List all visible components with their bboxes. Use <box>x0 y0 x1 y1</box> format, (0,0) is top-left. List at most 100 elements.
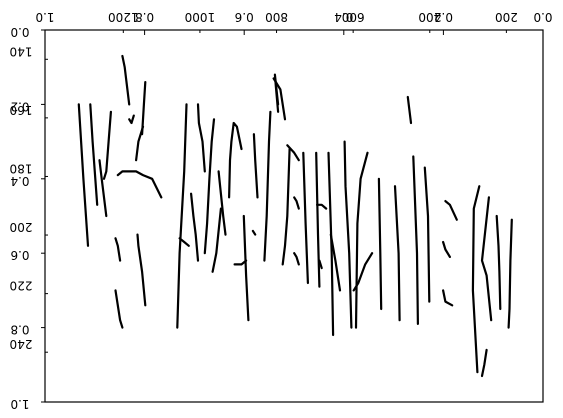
x-tick-label-primary-text: 0.4 <box>334 10 353 24</box>
series-line-22 <box>286 144 300 162</box>
series-line-12 <box>377 177 383 311</box>
x-tick-label-primary-text: 0.8 <box>135 10 154 24</box>
series-line-20 <box>315 151 321 288</box>
series-line-13 <box>354 151 369 329</box>
series-line-19 <box>316 203 328 210</box>
series-line-48 <box>102 110 112 180</box>
x-tick-label-secondary: 1000 <box>185 10 216 24</box>
y-tick-label-secondary-text: 140 <box>10 44 33 58</box>
series-line-27 <box>272 77 287 121</box>
y-tick-label-secondary-text: 220 <box>10 279 33 293</box>
plot-frame <box>44 29 544 403</box>
series-line-52 <box>136 233 147 307</box>
series-line-36 <box>203 118 216 255</box>
series-line-40 <box>176 103 188 329</box>
x-tick-label-primary-text: 0.2 <box>434 10 453 24</box>
series-line-15 <box>343 140 353 329</box>
y-tick-label-primary: 0.8 <box>10 323 29 337</box>
series-line-29 <box>252 133 259 199</box>
series-line-10 <box>406 95 413 125</box>
x-tick-label-secondary-text: 200 <box>495 10 518 24</box>
series-lines <box>77 54 513 378</box>
series-line-47 <box>114 289 124 329</box>
x-tick-label-secondary: 1200 <box>108 10 139 24</box>
x-tick-label-primary: 0.8 <box>135 10 154 24</box>
x-tick-label-primary: 0.2 <box>434 10 453 24</box>
x-tick-label-primary: 0.0 <box>533 10 552 24</box>
series-line-11 <box>393 185 401 322</box>
series-line-7 <box>442 289 454 307</box>
x-tick-label-primary-text: 0.0 <box>533 10 552 24</box>
series-line-25 <box>281 147 291 266</box>
series-line-50 <box>89 103 99 206</box>
x-tick-label-secondary-text: 1000 <box>185 10 216 24</box>
x-tick-label-secondary-text: 1200 <box>108 10 139 24</box>
x-tick-label-primary: 0.6 <box>235 10 254 24</box>
y-tick-label-primary-text: 0.8 <box>10 323 29 337</box>
series-line-17 <box>327 151 335 337</box>
series-line-33 <box>228 121 243 199</box>
series-line-41 <box>116 170 163 199</box>
series-line-9 <box>412 155 419 325</box>
series-line-0 <box>507 218 513 329</box>
series-line-5 <box>444 200 458 221</box>
series-line-28 <box>263 110 272 262</box>
series-line-4 <box>471 185 481 374</box>
series-line-23 <box>293 196 300 210</box>
series-line-14 <box>352 252 374 292</box>
series-line-45 <box>121 54 131 106</box>
y-tick-label-secondary-text: 200 <box>10 220 33 234</box>
series-line-24 <box>293 252 300 266</box>
x-tick-label-secondary: 600 <box>342 10 365 24</box>
series-line-35 <box>211 207 222 273</box>
y-tick-label-primary: 0.4 <box>10 174 29 188</box>
x-tick-label-primary-text: 0.6 <box>235 10 254 24</box>
series-line-44 <box>128 114 135 125</box>
x-tick-label-secondary-text: 400 <box>418 10 441 24</box>
y-tick-label-secondary-text: 240 <box>10 337 33 351</box>
axis-tick-labels: 0.00.20.40.60.81.00.00.20.40.60.81.00200… <box>10 10 553 411</box>
axis-ticks <box>41 29 544 403</box>
y-tick-label-secondary: 240 <box>10 337 33 351</box>
series-line-37 <box>196 103 206 173</box>
y-tick-label-primary-text: 1.0 <box>10 397 29 411</box>
series-line-30 <box>251 229 257 236</box>
y-tick-label-primary: 0.0 <box>10 25 29 39</box>
y-tick-label-secondary-text: 160 <box>10 103 33 117</box>
x-tick-label-secondary: 800 <box>265 10 288 24</box>
series-line-6 <box>442 240 451 258</box>
y-tick-label-primary: 0.2 <box>10 99 29 113</box>
series-line-34 <box>217 170 227 236</box>
y-tick-label-secondary: 140 <box>10 44 33 58</box>
series-line-3 <box>480 348 488 378</box>
y-tick-label-secondary: 180 <box>10 161 33 175</box>
y-tick-label-secondary-text: 180 <box>10 161 33 175</box>
series-line-1 <box>495 214 502 311</box>
x-tick-label-primary-text: 1.0 <box>35 10 54 24</box>
series-line-51 <box>77 103 90 247</box>
y-tick-label-primary-text: 0.2 <box>10 99 29 113</box>
y-tick-label-primary-text: 0.6 <box>10 248 29 262</box>
y-tick-label-secondary: 160 <box>10 103 33 117</box>
y-tick-label-secondary: 200 <box>10 220 33 234</box>
x-tick-label-secondary: 400 <box>418 10 441 24</box>
series-line-21 <box>302 151 309 285</box>
y-tick-label-primary: 1.0 <box>10 397 29 411</box>
y-tick-label-secondary: 220 <box>10 279 33 293</box>
y-tick-label-primary-text: 0.0 <box>10 25 29 39</box>
series-line-38 <box>190 192 200 262</box>
series-line-49 <box>98 159 108 218</box>
series-line-8 <box>423 166 431 303</box>
series-line-42 <box>141 81 147 136</box>
series-line-2 <box>480 196 493 322</box>
y-tick-label-primary-text: 0.4 <box>10 174 29 188</box>
x-tick-label-primary: 0.4 <box>334 10 353 24</box>
x-tick-label-secondary-text: 800 <box>265 10 288 24</box>
x-tick-label-secondary-text: 600 <box>342 10 365 24</box>
series-line-46 <box>114 237 122 262</box>
x-tick-label-primary: 1.0 <box>35 10 54 24</box>
series-line-43 <box>135 125 145 162</box>
x-tick-label-secondary: 200 <box>495 10 518 24</box>
